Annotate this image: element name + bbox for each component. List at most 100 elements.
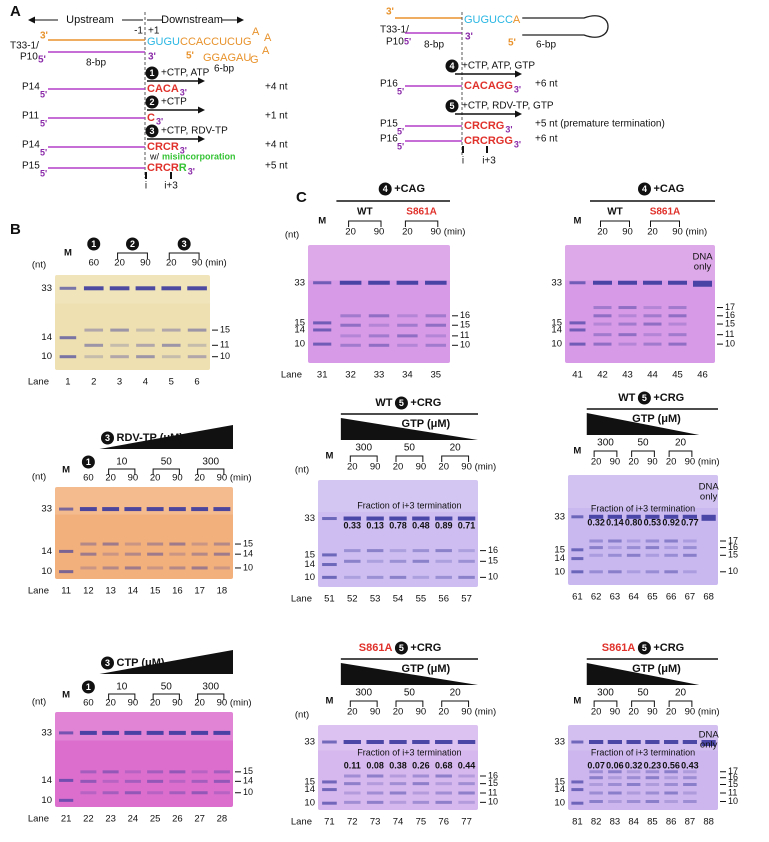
band — [593, 306, 612, 310]
step-circle — [637, 641, 651, 655]
band — [412, 740, 430, 744]
label: 0.48 — [412, 520, 430, 530]
band — [701, 514, 716, 521]
label: 33 — [554, 511, 565, 522]
hairpin — [522, 15, 609, 38]
band — [102, 552, 119, 556]
label: 10 — [554, 798, 565, 809]
band — [213, 542, 230, 546]
label: WT — [607, 207, 623, 218]
label: 8-bp — [86, 58, 106, 69]
label: 14 — [294, 324, 305, 335]
band — [343, 740, 361, 744]
step-number: 2 — [130, 239, 135, 249]
gel-shade — [565, 245, 715, 281]
bracket — [117, 252, 148, 259]
band — [664, 553, 678, 557]
label: 54 — [393, 594, 404, 605]
band — [366, 549, 384, 553]
label: GTP (μM) — [632, 413, 681, 425]
label: +CRG — [653, 392, 684, 404]
label: 20 — [150, 698, 161, 709]
band — [425, 334, 447, 338]
band — [626, 770, 641, 774]
label: 0.06 — [606, 760, 624, 770]
label: 3' — [505, 124, 512, 134]
label: 14 — [41, 332, 52, 343]
label: Lane — [28, 586, 49, 597]
label: only — [694, 262, 712, 273]
label: 3' — [40, 31, 48, 42]
result: +6 nt — [535, 134, 558, 145]
label: +CAG — [394, 183, 425, 195]
band — [645, 770, 660, 774]
step-number: 1 — [86, 682, 91, 692]
band — [147, 566, 164, 570]
sequence: CRCRGG — [464, 135, 513, 147]
label: Fraction of i+3 termination — [357, 500, 461, 510]
label: 300 — [355, 688, 372, 699]
bracket — [348, 220, 382, 227]
step-number: 3 — [182, 239, 187, 249]
label: 68 — [703, 592, 714, 603]
step-circle — [394, 396, 408, 410]
band — [683, 770, 697, 774]
band — [80, 779, 97, 783]
label: 5' — [508, 38, 516, 49]
bracket — [668, 700, 693, 707]
band — [322, 517, 337, 521]
band — [412, 782, 430, 786]
label: 11 — [488, 787, 497, 797]
band — [664, 514, 679, 519]
band — [608, 776, 622, 780]
band — [191, 770, 208, 774]
band — [626, 553, 641, 557]
sequence: CACAGG — [464, 80, 513, 92]
label: 16 — [728, 542, 738, 552]
band — [322, 780, 337, 784]
band — [110, 355, 129, 359]
label: 15 — [728, 550, 738, 560]
band — [147, 552, 164, 556]
band — [161, 355, 181, 359]
label: M — [325, 451, 333, 462]
ramp — [586, 413, 700, 435]
band — [84, 328, 104, 332]
label: 75 — [416, 817, 427, 828]
label: +CTP, RDV-TP — [161, 126, 228, 137]
band — [668, 280, 687, 285]
label: CCACCUCUG — [180, 36, 252, 48]
label: 60 — [83, 473, 94, 484]
band — [589, 553, 603, 557]
product-label: P11 — [22, 111, 39, 122]
bracket — [650, 220, 680, 227]
band — [458, 782, 475, 786]
band — [626, 776, 641, 780]
band — [626, 546, 641, 550]
ramp — [340, 418, 478, 440]
label: 0.89 — [435, 520, 453, 530]
step-circle — [87, 237, 101, 251]
label: 57 — [461, 594, 472, 605]
label: 10 — [294, 339, 305, 350]
band — [322, 575, 337, 579]
label: +CTP, ATP, GTP — [462, 61, 535, 72]
result: +5 nt — [265, 161, 288, 172]
band — [589, 783, 603, 786]
bracket — [631, 450, 655, 457]
label: 90 — [370, 707, 381, 718]
arrowhead — [198, 135, 205, 143]
band — [683, 791, 697, 795]
band — [59, 355, 77, 359]
label: 15 — [554, 776, 565, 787]
band — [213, 552, 230, 556]
label: 16 — [172, 586, 183, 597]
label: 23 — [105, 814, 116, 825]
band — [124, 542, 141, 546]
label: 73 — [370, 817, 381, 828]
label: 3' — [465, 32, 473, 43]
ramp — [99, 425, 233, 449]
bracket — [593, 700, 618, 707]
band — [458, 774, 475, 778]
